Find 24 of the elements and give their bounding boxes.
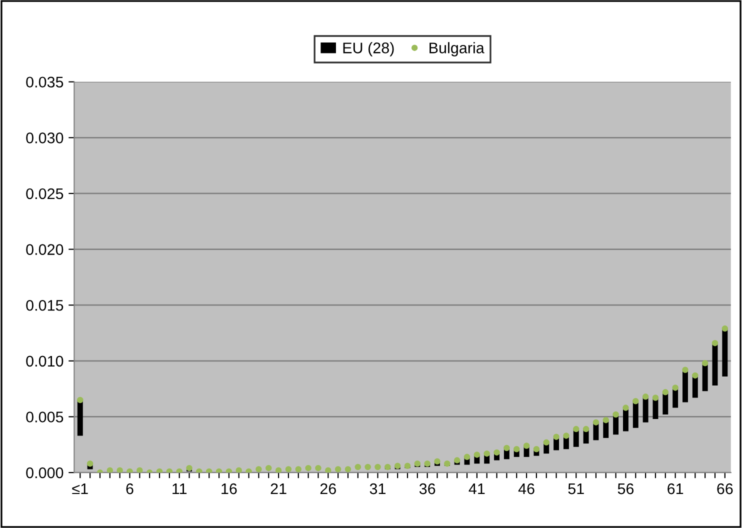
x-tick-label: ≤1 — [72, 484, 88, 494]
x-tick-label: 36 — [419, 483, 436, 494]
x-tick-label: 61 — [668, 483, 684, 494]
x-tick-label: 31 — [370, 483, 386, 494]
x-tick-label: 11 — [172, 484, 187, 494]
x-tick-label: 46 — [518, 483, 534, 494]
y-tick-label: 0.035 — [26, 76, 64, 88]
x-tick-label: 51 — [568, 484, 584, 494]
x-tick-label: 41 — [468, 484, 485, 494]
y-tick-label: 0.010 — [26, 356, 64, 367]
y-tick-label: 0.000 — [26, 467, 64, 478]
x-tick-label: 6 — [126, 483, 134, 494]
y-tick-label: 0.005 — [26, 412, 64, 422]
x-tick-label: 26 — [320, 483, 336, 494]
x-tick-label: 16 — [222, 483, 237, 494]
y-tick-label: 0.030 — [26, 132, 64, 144]
y-tick-label: 0.020 — [26, 244, 64, 255]
x-tick-label: 21 — [270, 483, 286, 494]
y-tick-label: 0.025 — [26, 188, 64, 200]
legend-label: Bulgaria — [430, 42, 484, 56]
x-tick-label: 56 — [618, 483, 634, 494]
x-tick-label: 66 — [717, 483, 733, 494]
legend-label: EU (28) — [343, 42, 394, 56]
y-tick-label: 0.015 — [26, 300, 64, 311]
